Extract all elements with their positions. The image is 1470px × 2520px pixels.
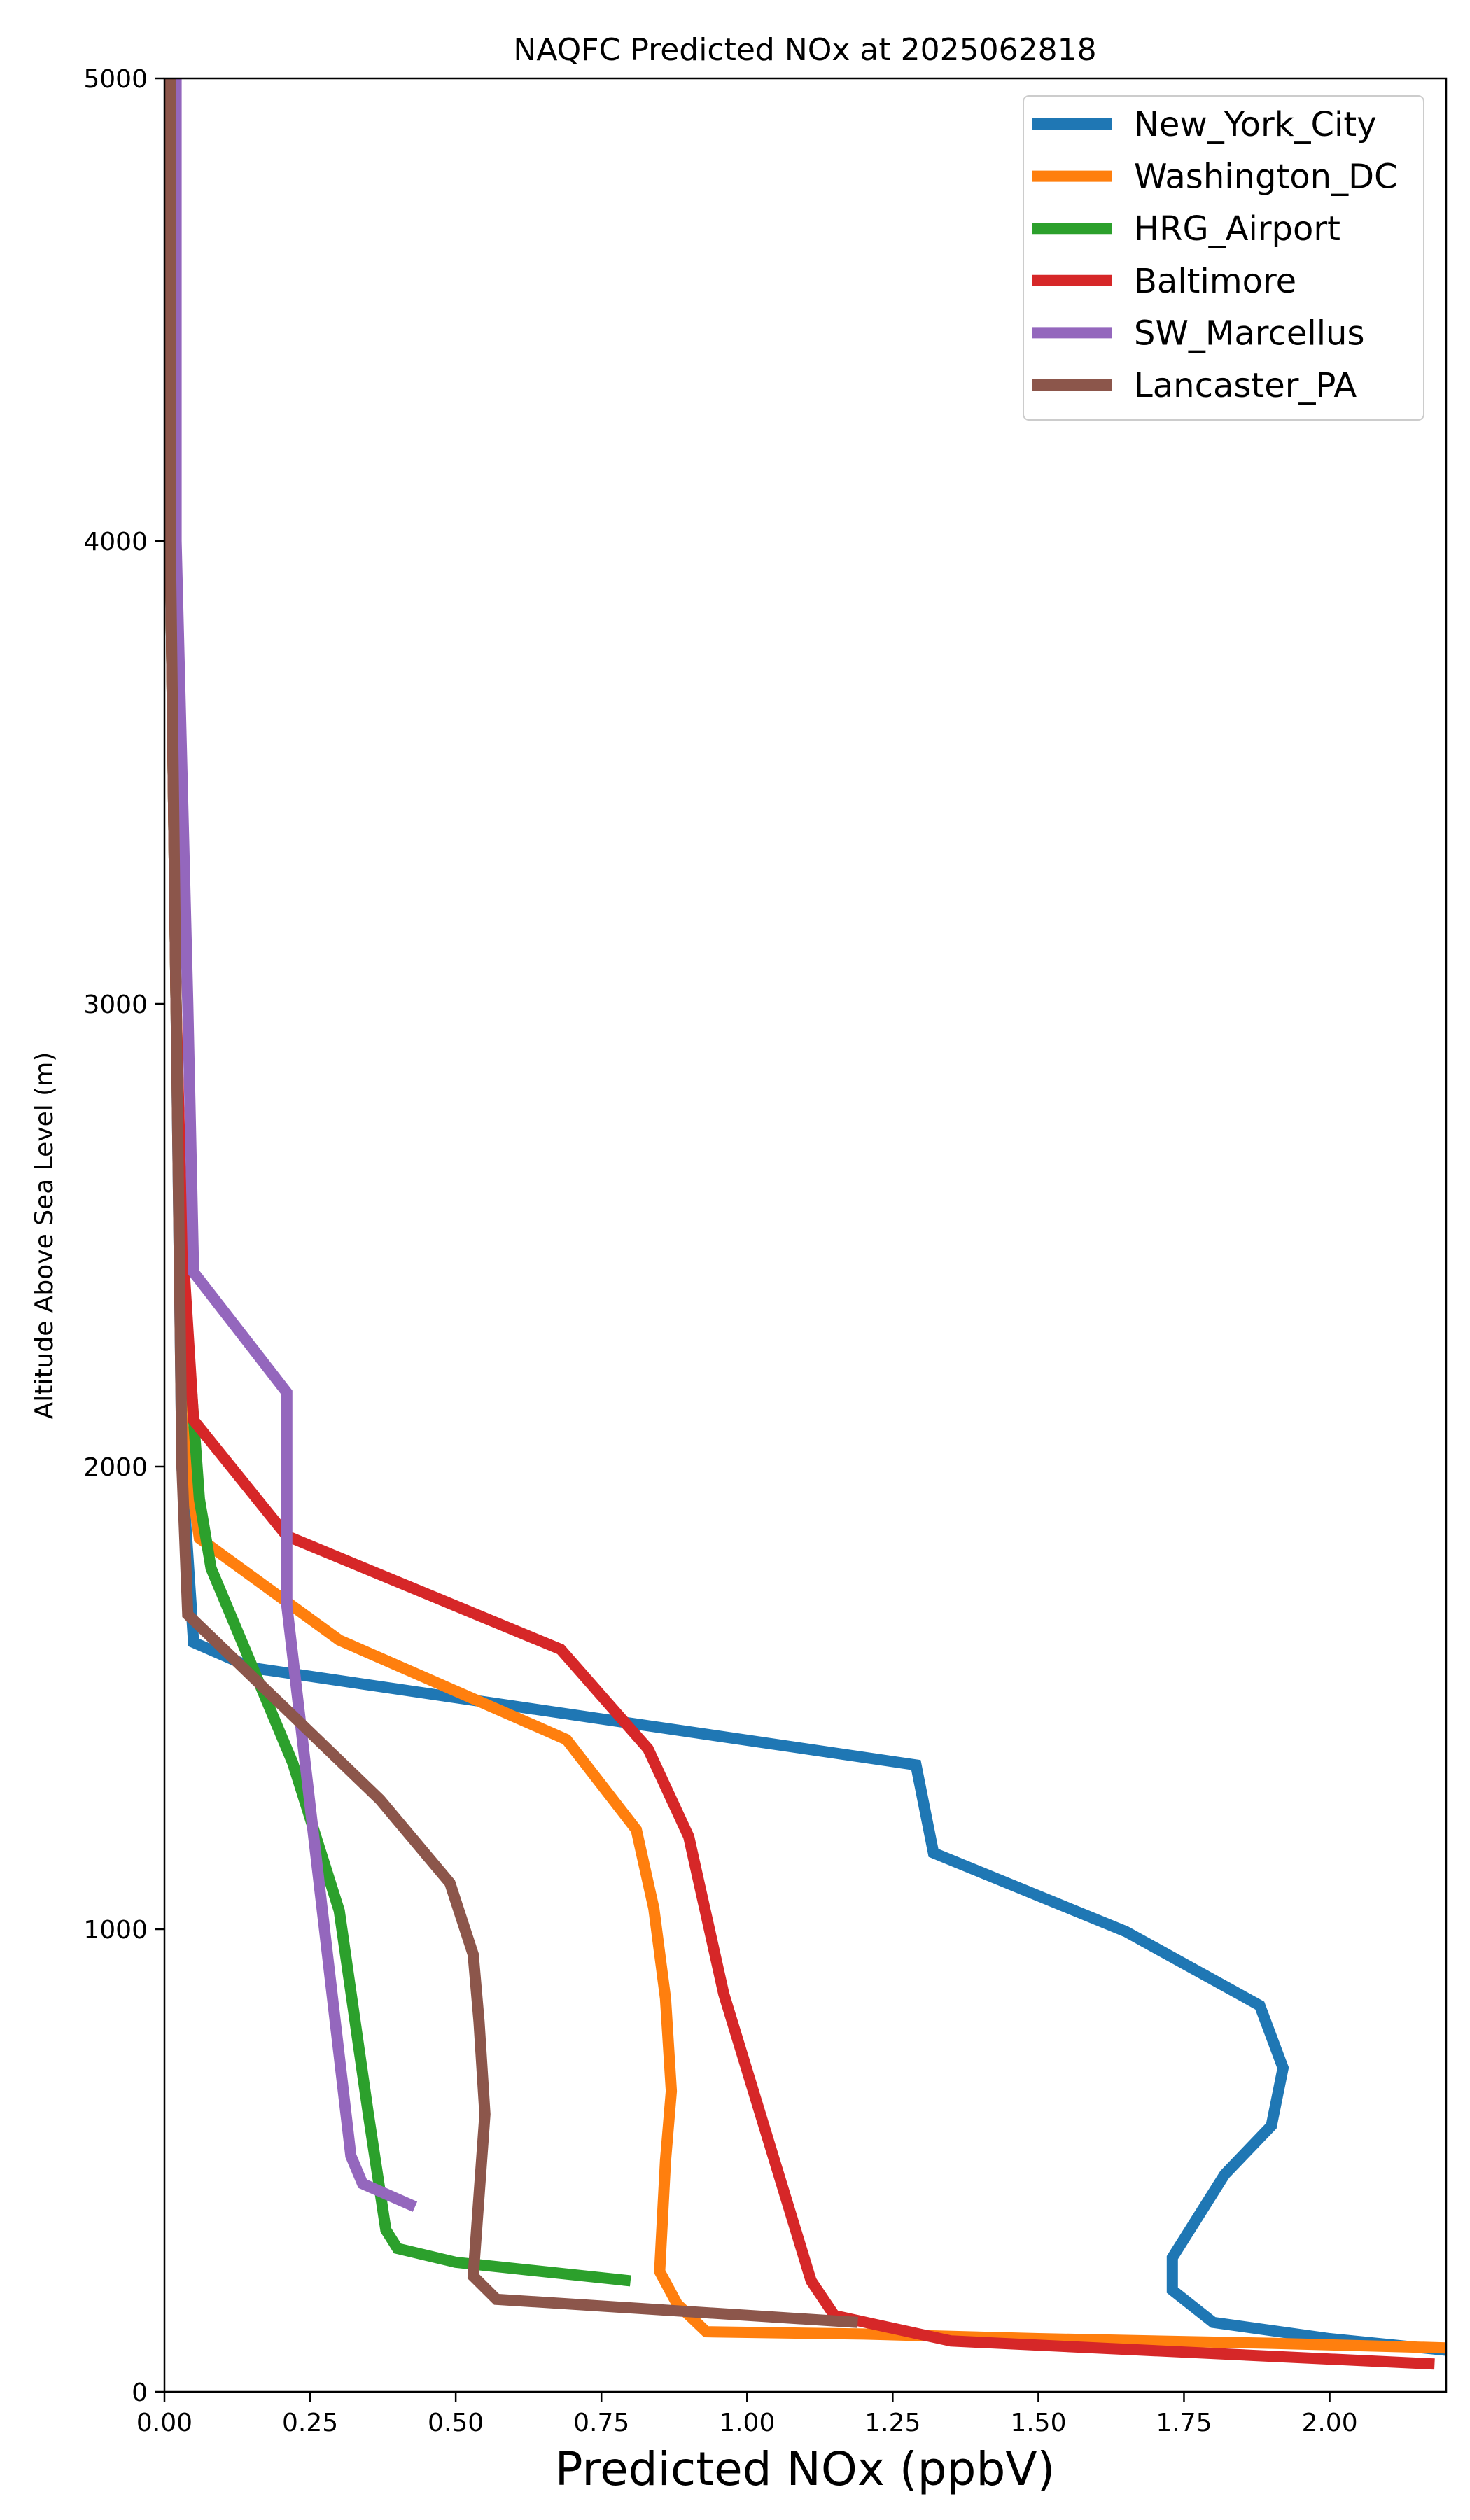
x-tick-label: 1.25: [864, 2409, 920, 2437]
legend-box: [1023, 95, 1424, 421]
legend: New_York_City Washington_DC HRG_Airport Bal…: [1023, 95, 1424, 421]
chart-title: NAQFC Predicted NOx at 2025062818: [513, 32, 1096, 68]
y-tick-label: 1000: [83, 1916, 148, 1945]
x-tick-label: 0.75: [573, 2409, 629, 2437]
x-axis-ticks: 0.00 0.25 0.50 0.75 1.00 1.25 1.50 1.75 2.00: [136, 2392, 1358, 2437]
y-axis-label: Altitude Above Sea Level (m): [30, 1052, 59, 1420]
y-tick-label: 0: [132, 2379, 148, 2407]
x-tick-label: 0.00: [136, 2409, 192, 2437]
x-tick-label: 1.00: [719, 2409, 775, 2437]
legend-label: SW_Marcellus: [1134, 314, 1364, 353]
x-tick-label: 2.00: [1301, 2409, 1357, 2437]
x-tick-label: 0.25: [282, 2409, 338, 2437]
x-tick-label: 0.50: [428, 2409, 484, 2437]
series-line-sw-marcellus: [170, 78, 418, 2212]
y-tick-label: 5000: [83, 65, 148, 94]
y-tick-label: 2000: [83, 1453, 148, 1482]
x-axis-label: Predicted NOx (ppbV): [555, 2442, 1056, 2496]
x-tick-label: 1.75: [1156, 2409, 1212, 2437]
legend-label: Washington_DC: [1134, 158, 1398, 197]
legend-label: Lancaster_PA: [1134, 366, 1357, 405]
y-axis-ticks: 0 1000 2000 3000 4000 5000: [83, 65, 164, 2407]
legend-label: New_York_City: [1134, 105, 1377, 144]
series-line-lancaster-pa: [164, 78, 858, 2328]
legend-label: HRG_Airport: [1134, 209, 1340, 248]
series-layer: [164, 78, 1446, 2370]
y-tick-label: 4000: [83, 528, 148, 556]
x-tick-label: 1.50: [1010, 2409, 1066, 2437]
y-tick-label: 3000: [83, 990, 148, 1019]
plot-frame: [163, 77, 1448, 2393]
legend-label: Baltimore: [1134, 262, 1296, 301]
